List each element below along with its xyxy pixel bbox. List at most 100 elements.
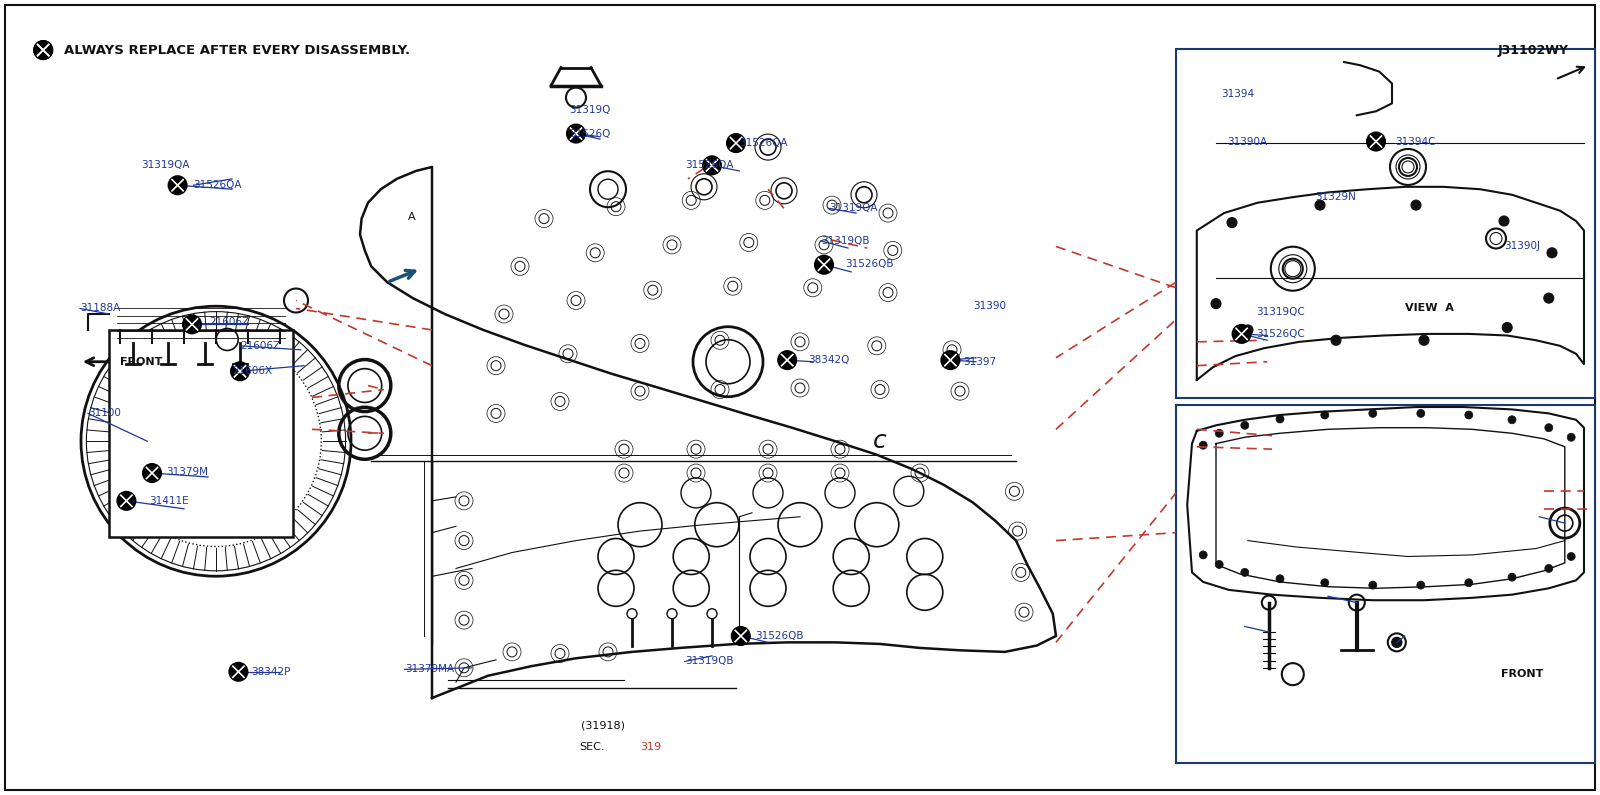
Circle shape	[1419, 335, 1429, 345]
Text: 31319QA: 31319QA	[829, 204, 877, 213]
Text: 31319QC: 31319QC	[1256, 308, 1304, 317]
Bar	[109, 330, 293, 537]
Circle shape	[1547, 248, 1557, 258]
Circle shape	[1243, 325, 1253, 335]
Circle shape	[1322, 579, 1328, 587]
Circle shape	[1227, 218, 1237, 227]
Circle shape	[168, 176, 187, 194]
Text: 31526QA: 31526QA	[685, 161, 733, 170]
Circle shape	[229, 663, 248, 681]
Circle shape	[1507, 416, 1517, 424]
Text: 21606Z: 21606Z	[210, 317, 250, 327]
Text: 31319QB: 31319QB	[685, 657, 733, 666]
Circle shape	[117, 492, 136, 510]
Text: 31329N: 31329N	[1315, 192, 1357, 202]
Circle shape	[778, 351, 797, 369]
Circle shape	[941, 351, 960, 369]
Text: 31319QB: 31319QB	[821, 236, 869, 246]
Text: ALWAYS REPLACE AFTER EVERY DISASSEMBLY.: ALWAYS REPLACE AFTER EVERY DISASSEMBLY.	[64, 44, 410, 56]
Circle shape	[1315, 200, 1325, 210]
Circle shape	[1418, 581, 1424, 589]
Circle shape	[1466, 579, 1472, 587]
Text: VIEW  A: VIEW A	[1405, 304, 1454, 313]
Text: 31319Q: 31319Q	[570, 105, 611, 114]
Circle shape	[1411, 200, 1421, 210]
Circle shape	[667, 609, 677, 619]
Circle shape	[230, 363, 250, 380]
Text: 21606X: 21606X	[232, 366, 272, 376]
Text: (31918): (31918)	[581, 720, 626, 730]
Text: 31390A: 31390A	[1227, 137, 1267, 146]
Polygon shape	[1197, 187, 1584, 380]
Circle shape	[814, 256, 834, 273]
Text: 21606Z: 21606Z	[240, 341, 280, 351]
Circle shape	[702, 157, 722, 174]
Circle shape	[627, 609, 637, 619]
Text: 31394: 31394	[1221, 89, 1254, 99]
Text: 31394C: 31394C	[1395, 137, 1435, 146]
Polygon shape	[360, 167, 1056, 698]
Text: 31319QA: 31319QA	[141, 161, 189, 170]
Circle shape	[1370, 409, 1376, 417]
Text: 38342Q: 38342Q	[808, 355, 850, 365]
Circle shape	[1277, 415, 1283, 423]
Text: 31379M: 31379M	[166, 467, 208, 477]
Circle shape	[731, 627, 750, 645]
Text: 31526Q: 31526Q	[570, 129, 611, 138]
Bar	[1176, 49, 1595, 398]
Circle shape	[1502, 323, 1512, 332]
Circle shape	[34, 41, 53, 59]
Text: A: A	[408, 212, 416, 222]
Text: 31526QA: 31526QA	[194, 180, 242, 190]
Text: 38342P: 38342P	[251, 667, 291, 677]
Circle shape	[1466, 411, 1472, 419]
Circle shape	[1546, 424, 1552, 432]
Text: SEC.: SEC.	[579, 743, 605, 752]
Text: 31526QA: 31526QA	[739, 138, 787, 148]
Circle shape	[726, 134, 746, 152]
Circle shape	[1216, 560, 1224, 568]
Text: FRONT: FRONT	[120, 357, 162, 366]
Text: 31390J: 31390J	[1504, 242, 1539, 251]
Polygon shape	[1187, 407, 1584, 600]
Circle shape	[1507, 573, 1517, 581]
Text: J31102WY: J31102WY	[1498, 44, 1568, 56]
Text: 319: 319	[640, 743, 661, 752]
Circle shape	[1566, 553, 1574, 560]
Circle shape	[1546, 564, 1552, 572]
Text: 31100: 31100	[88, 409, 122, 418]
Text: 31526QB: 31526QB	[845, 259, 893, 269]
Circle shape	[1370, 581, 1376, 589]
Bar	[1176, 405, 1595, 763]
Circle shape	[1392, 638, 1402, 647]
Circle shape	[1366, 133, 1386, 150]
Circle shape	[1200, 551, 1208, 559]
Circle shape	[1216, 429, 1224, 437]
Text: 31411E: 31411E	[149, 496, 189, 506]
Text: 31526QB: 31526QB	[755, 631, 803, 641]
Circle shape	[1566, 433, 1574, 441]
Text: 31397: 31397	[963, 357, 997, 366]
Circle shape	[1418, 409, 1424, 417]
Circle shape	[1322, 411, 1328, 419]
Circle shape	[1277, 575, 1283, 583]
Circle shape	[1282, 663, 1304, 685]
Circle shape	[1499, 216, 1509, 226]
Circle shape	[566, 125, 586, 142]
Text: 31379MA: 31379MA	[405, 665, 454, 674]
Circle shape	[1200, 441, 1208, 449]
Text: FRONT: FRONT	[1501, 669, 1542, 679]
Text: 31390: 31390	[973, 301, 1006, 311]
Text: c: c	[874, 429, 886, 453]
Circle shape	[1544, 293, 1554, 303]
Circle shape	[1331, 335, 1341, 345]
Circle shape	[1242, 421, 1248, 429]
Circle shape	[142, 464, 162, 482]
Circle shape	[1211, 299, 1221, 308]
Circle shape	[1242, 568, 1248, 576]
Circle shape	[182, 316, 202, 333]
Text: 31526QC: 31526QC	[1256, 329, 1304, 339]
Circle shape	[1387, 634, 1406, 651]
Text: 31188A: 31188A	[80, 304, 120, 313]
Circle shape	[707, 609, 717, 619]
